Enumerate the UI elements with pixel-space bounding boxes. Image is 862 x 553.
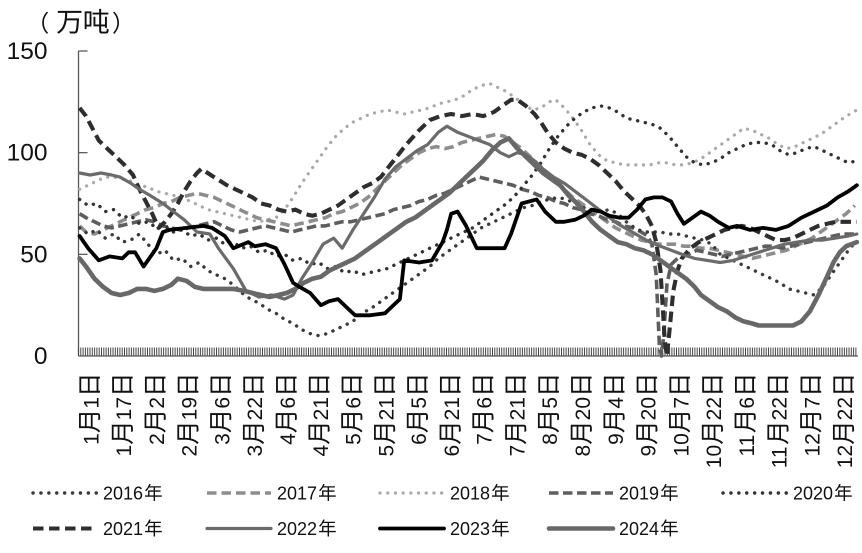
svg-text:2021: 2021 bbox=[103, 519, 143, 539]
svg-text:7: 7 bbox=[474, 433, 497, 445]
svg-text:19: 19 bbox=[179, 397, 202, 420]
svg-text:10: 10 bbox=[670, 433, 693, 456]
svg-text:2022: 2022 bbox=[277, 519, 317, 539]
svg-text:20: 20 bbox=[572, 397, 595, 420]
svg-text:6: 6 bbox=[343, 397, 366, 409]
svg-text:2018: 2018 bbox=[450, 484, 490, 504]
svg-text:2024: 2024 bbox=[619, 519, 659, 539]
svg-text:1: 1 bbox=[80, 397, 103, 409]
svg-text:6: 6 bbox=[211, 397, 234, 409]
svg-text:12: 12 bbox=[801, 433, 824, 456]
svg-text:5: 5 bbox=[539, 397, 562, 409]
svg-text:5: 5 bbox=[408, 397, 431, 409]
svg-text:2016: 2016 bbox=[103, 484, 143, 504]
svg-text:20: 20 bbox=[638, 397, 661, 420]
svg-text:7: 7 bbox=[801, 397, 824, 409]
svg-text:150: 150 bbox=[7, 38, 48, 65]
svg-text:1: 1 bbox=[80, 433, 103, 445]
svg-text:50: 50 bbox=[20, 241, 47, 268]
svg-text:11: 11 bbox=[769, 446, 792, 468]
svg-text:4: 4 bbox=[277, 433, 300, 445]
svg-text:17: 17 bbox=[113, 397, 136, 420]
svg-text:100: 100 bbox=[7, 140, 48, 167]
svg-text:2023: 2023 bbox=[450, 519, 490, 539]
svg-text:10: 10 bbox=[703, 445, 726, 468]
svg-text:9: 9 bbox=[638, 445, 661, 457]
svg-text:3: 3 bbox=[211, 433, 234, 445]
svg-text:21: 21 bbox=[506, 397, 529, 420]
svg-text:12: 12 bbox=[834, 445, 857, 468]
svg-text:2017: 2017 bbox=[277, 484, 317, 504]
svg-text:21: 21 bbox=[441, 397, 464, 420]
svg-text:11: 11 bbox=[736, 435, 759, 457]
svg-text:22: 22 bbox=[244, 397, 267, 420]
svg-text:2019: 2019 bbox=[619, 484, 659, 504]
svg-text:7: 7 bbox=[670, 397, 693, 409]
svg-text:2: 2 bbox=[146, 433, 169, 445]
svg-text:6: 6 bbox=[277, 397, 300, 409]
svg-text:6: 6 bbox=[736, 397, 759, 409]
svg-text:6: 6 bbox=[474, 397, 497, 409]
svg-text:5: 5 bbox=[343, 433, 366, 445]
svg-text:5: 5 bbox=[375, 445, 398, 457]
svg-text:6: 6 bbox=[408, 433, 431, 445]
svg-text:4: 4 bbox=[310, 445, 333, 457]
svg-text:2: 2 bbox=[179, 445, 202, 457]
svg-text:1: 1 bbox=[113, 445, 136, 457]
svg-text:6: 6 bbox=[441, 445, 464, 457]
svg-text:9: 9 bbox=[605, 433, 628, 445]
svg-text:21: 21 bbox=[310, 397, 333, 420]
svg-text:22: 22 bbox=[834, 397, 857, 420]
svg-text:3: 3 bbox=[244, 445, 267, 457]
svg-text:0: 0 bbox=[34, 343, 48, 370]
svg-text:4: 4 bbox=[605, 397, 628, 409]
svg-text:8: 8 bbox=[539, 433, 562, 445]
svg-text:2020: 2020 bbox=[793, 484, 833, 504]
svg-text:22: 22 bbox=[769, 397, 792, 420]
svg-text:22: 22 bbox=[703, 397, 726, 420]
svg-text:2: 2 bbox=[146, 397, 169, 409]
svg-text:21: 21 bbox=[375, 397, 398, 420]
svg-text:7: 7 bbox=[506, 445, 529, 457]
svg-text:8: 8 bbox=[572, 445, 595, 457]
